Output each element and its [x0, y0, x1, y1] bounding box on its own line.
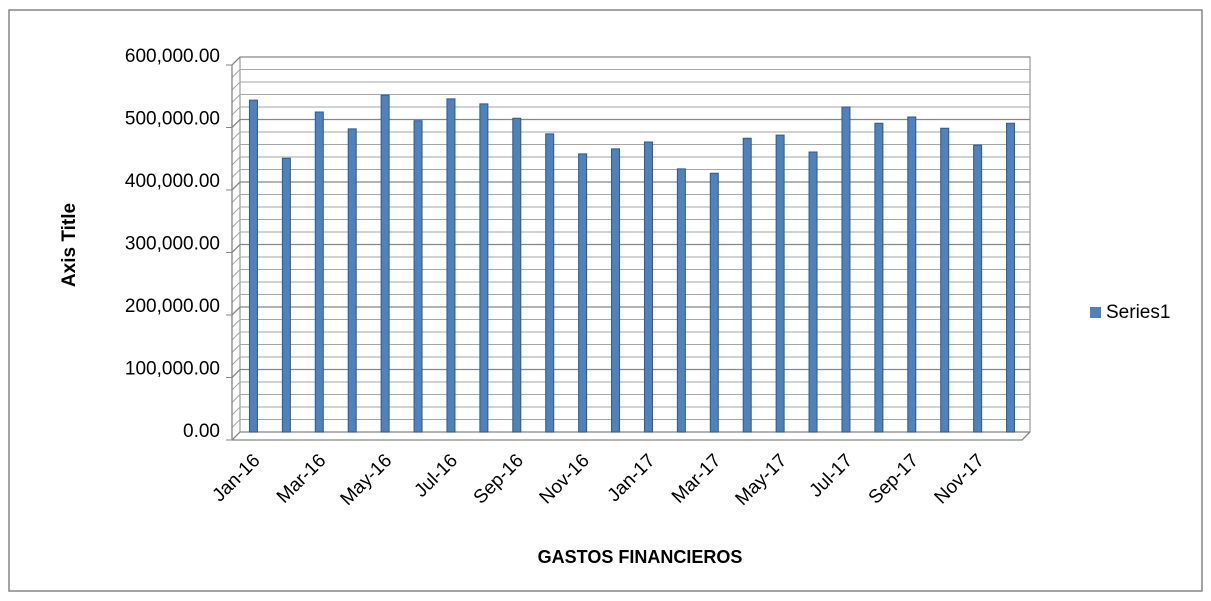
minor-grid-line	[231, 231, 1030, 241]
minor-grid-line	[231, 156, 1030, 166]
bar	[841, 106, 851, 433]
bar	[248, 99, 258, 433]
y-tick-label: 300,000.00	[125, 234, 220, 255]
minor-grid-line	[231, 206, 1030, 216]
bar	[479, 103, 489, 433]
legend-swatch	[1090, 307, 1101, 318]
bar	[347, 128, 357, 433]
bar	[545, 133, 555, 433]
minor-grid-line	[231, 344, 1030, 353]
y-tick-label: 100,000.00	[125, 359, 220, 380]
minor-grid-line	[231, 131, 1030, 141]
minor-grid-line	[231, 406, 1030, 416]
minor-grid-line	[231, 356, 1030, 366]
bar	[643, 141, 653, 433]
minor-grid-line	[231, 169, 1030, 178]
grid-line	[231, 56, 1030, 66]
minor-grid-line	[231, 381, 1030, 391]
floor	[232, 431, 1031, 441]
bar	[742, 137, 752, 433]
bar	[512, 117, 522, 433]
bar	[808, 151, 818, 433]
bar	[281, 157, 291, 433]
minor-grid-line	[231, 419, 1030, 428]
minor-grid-line	[231, 294, 1030, 303]
minor-grid-line	[231, 319, 1030, 328]
bar	[874, 122, 884, 433]
y-tick-label: 0.00	[183, 421, 220, 442]
minor-grid-line	[231, 106, 1030, 116]
bar	[611, 148, 621, 433]
y-tick-label: 600,000.00	[125, 46, 220, 67]
bar	[380, 94, 390, 433]
bar	[446, 98, 456, 433]
minor-grid-line	[231, 331, 1030, 341]
y-axis-title: Axis Title	[59, 203, 80, 287]
minor-grid-line	[231, 281, 1030, 291]
legend-label: Series1	[1106, 302, 1170, 323]
bar	[676, 168, 686, 433]
bar	[709, 172, 719, 433]
bar	[413, 120, 423, 433]
grid-line	[231, 431, 1030, 441]
y-tick-label: 400,000.00	[125, 171, 220, 192]
minor-grid-line	[231, 194, 1030, 203]
minor-grid-line	[231, 81, 1030, 91]
x-axis-title: GASTOS FINANCIEROS	[538, 547, 743, 567]
bar	[1006, 122, 1016, 433]
bar	[578, 153, 588, 433]
minor-grid-line	[231, 269, 1030, 278]
minor-grid-line	[231, 144, 1030, 153]
y-tick-label: 200,000.00	[125, 296, 220, 317]
bar	[907, 116, 917, 433]
minor-grid-line	[231, 69, 1030, 78]
bar	[775, 134, 785, 433]
minor-grid-line	[231, 219, 1030, 228]
minor-grid-line	[231, 394, 1030, 403]
grid-line	[231, 368, 1030, 378]
grid-line	[231, 243, 1030, 253]
grid-line	[231, 118, 1030, 128]
grid-line	[231, 181, 1030, 191]
y-tick-label: 500,000.00	[125, 109, 220, 130]
bar	[973, 144, 983, 433]
bar	[940, 127, 950, 433]
bar	[314, 111, 324, 433]
minor-grid-line	[231, 94, 1030, 103]
minor-grid-line	[231, 256, 1030, 266]
grid-line	[231, 306, 1030, 316]
